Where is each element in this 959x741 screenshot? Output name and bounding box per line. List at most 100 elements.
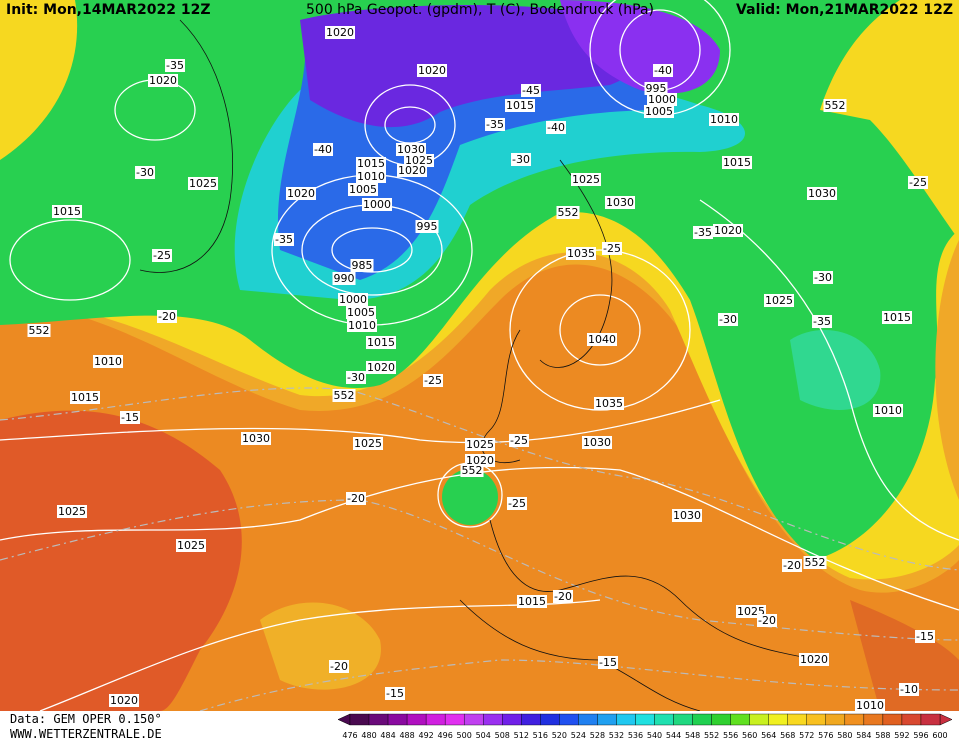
isobar-label-box <box>396 143 426 156</box>
temperature-label: -15 <box>916 630 934 643</box>
temperature-label: -35 <box>813 315 831 328</box>
colorbar-swatch <box>368 713 389 726</box>
isobar-label: 1020 <box>149 74 177 87</box>
geopotential-label-group: 552 <box>823 99 847 112</box>
isobar-label-box <box>465 438 495 451</box>
temperature-label-box <box>915 630 935 643</box>
colorbar-label: 532 <box>609 731 624 740</box>
geopotential-label: 552 <box>825 99 846 112</box>
isobar-label: 1010 <box>874 404 902 417</box>
isobar-label-group: 990 <box>332 272 356 285</box>
isobar-label-group: 1020 <box>465 454 495 467</box>
temperature-label-box <box>157 310 177 323</box>
isobar-label-box <box>582 436 612 449</box>
data-source: Data: GEM OPER 0.150° <box>10 712 162 726</box>
temperature-label-box <box>274 233 294 246</box>
temperature-label: -25 <box>424 374 442 387</box>
temperature-label-box <box>423 374 443 387</box>
temperature-label-box <box>813 271 833 284</box>
isobar-label: 995 <box>646 82 667 95</box>
geopotential-label-group: 552 <box>332 389 356 402</box>
valid-time: Valid: Mon,21MAR2022 12Z <box>736 2 953 18</box>
temperature-label: -35 <box>275 233 293 246</box>
temperature-label-box <box>165 59 185 72</box>
colorbar-swatch <box>673 713 693 726</box>
isobar-label-box <box>52 205 82 218</box>
geopotential-label-group: 552 <box>556 206 580 219</box>
isobar-label-group: 1010 <box>873 404 903 417</box>
temperature-label: -20 <box>158 310 176 323</box>
temperature-label: -20 <box>347 492 365 505</box>
colorbar: 476 480 484 488 492 496 500 504 508 512 516 520 524 5… <box>337 713 953 740</box>
temperature-label-box <box>120 411 140 424</box>
temperature-label: -40 <box>654 64 672 77</box>
temperature-label-group: -30 <box>511 153 531 166</box>
temperature-label: -15 <box>386 687 404 700</box>
isobar-label: 1025 <box>405 154 433 167</box>
isobar-label-box <box>644 105 674 118</box>
isobar-label-box <box>647 93 677 106</box>
colorbar-label: 500 <box>457 731 472 740</box>
temperature-label: -20 <box>554 590 572 603</box>
temperature-label-group: -20 <box>329 660 349 673</box>
isobar-label-group: 1000 <box>362 198 392 211</box>
temperature-label-group: -40 <box>546 121 566 134</box>
geopotential-label: 552 <box>805 556 826 569</box>
colorbar-label: 476 <box>342 731 357 740</box>
isobar-label-box <box>286 187 316 200</box>
isobar-label-group: 1015 <box>366 336 396 349</box>
temperature-label-box <box>602 242 622 255</box>
isobar-label: 1040 <box>588 333 616 346</box>
isobar-label-box <box>566 247 596 260</box>
temperature-label-group: -20 <box>782 559 802 572</box>
temperature-label-box <box>899 683 919 696</box>
geopotential-label-box <box>803 556 827 569</box>
isobar-label-box <box>241 432 271 445</box>
temperature-label: -20 <box>758 614 776 627</box>
isobar-label: 1010 <box>856 699 884 712</box>
colorbar-label: 480 <box>361 731 376 740</box>
temperature-label-box <box>152 249 172 262</box>
isobar-label-box <box>517 595 547 608</box>
colorbar-swatch <box>597 713 617 726</box>
isobar-label-group: 1025 <box>404 154 434 167</box>
colorbar-label: 580 <box>837 731 852 740</box>
colorbar-swatch <box>787 713 807 726</box>
isobar-label-box <box>587 333 617 346</box>
temperature-label-group: -25 <box>152 249 172 262</box>
temperature-label-group: -20 <box>157 310 177 323</box>
isobar-label-group: 1030 <box>582 436 612 449</box>
colorbar-label: 524 <box>571 731 586 740</box>
isobar-label-box <box>57 505 87 518</box>
isobar-label: 1035 <box>567 247 595 260</box>
isobar-label-group: 1025 <box>465 438 495 451</box>
isobar-label-box <box>571 173 601 186</box>
temperature-label-group: -25 <box>908 176 928 189</box>
geopotential-label: 552 <box>29 324 50 337</box>
colorbar-swatch <box>406 713 427 726</box>
temperature-label-box <box>653 64 673 77</box>
isobar-label: 985 <box>352 259 373 272</box>
isobar-label-box <box>348 183 378 196</box>
isobar-label: 1005 <box>347 306 375 319</box>
temperature-label: -35 <box>694 226 712 239</box>
isobar-label-box <box>882 311 912 324</box>
isobar-label: 1025 <box>572 173 600 186</box>
geopotential-label: 552 <box>558 206 579 219</box>
isobar-label-group: 1030 <box>807 187 837 200</box>
isobar-label-group: 1025 <box>188 177 218 190</box>
isobar-label-box <box>148 74 178 87</box>
isobar-label: 1030 <box>606 196 634 209</box>
isobar-label-group: 1020 <box>799 653 829 666</box>
isobar-label: 1015 <box>71 391 99 404</box>
isobar-label-group: 1015 <box>52 205 82 218</box>
temperature-label-group: -15 <box>120 411 140 424</box>
temperature-label: -35 <box>486 118 504 131</box>
isobar-label-group: 1020 <box>713 224 743 237</box>
temperature-label: -20 <box>783 559 801 572</box>
isobar-label-box <box>176 539 206 552</box>
isobar-label: 1030 <box>397 143 425 156</box>
isobar-label-box <box>417 64 447 77</box>
colorbar-label: 544 <box>666 731 681 740</box>
